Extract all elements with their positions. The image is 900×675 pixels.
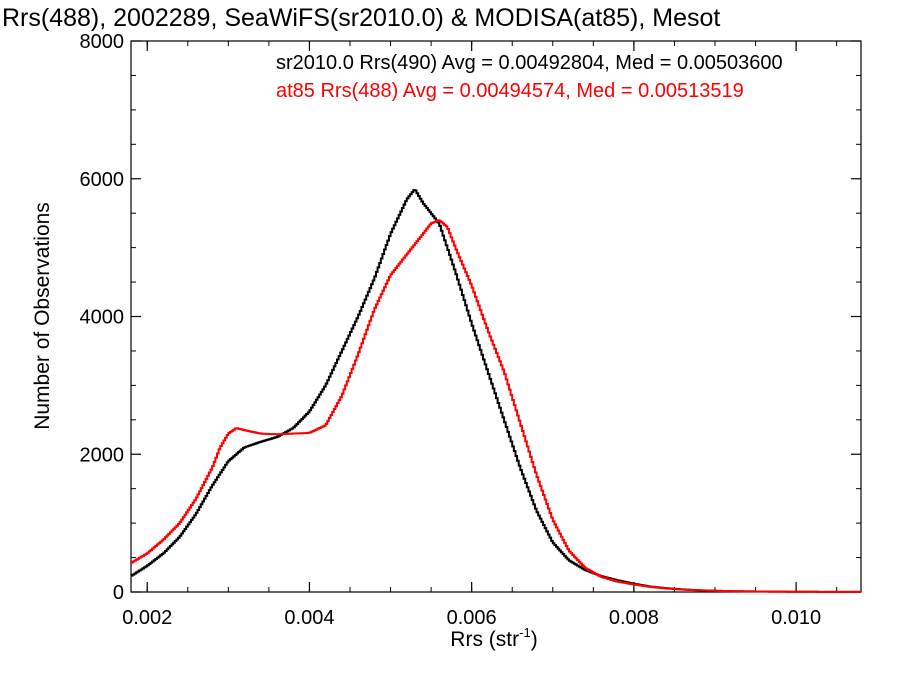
x-axis-title-close: ) — [531, 628, 538, 651]
y-tick-label: 0 — [113, 582, 124, 604]
legend: sr2010.0 Rrs(490) Avg = 0.00492804, Med … — [276, 52, 783, 102]
x-tick-label: 0.006 — [447, 607, 497, 629]
series-layer — [131, 189, 861, 593]
y-tick-label: 4000 — [80, 307, 125, 329]
legend-entry-at85: at85 Rrs(488) Avg = 0.00494574, Med = 0.… — [276, 80, 744, 102]
series-line-1 — [131, 219, 861, 593]
y-tick-label: 2000 — [80, 444, 125, 466]
x-axis-title-superscript: -1 — [519, 625, 531, 640]
x-tick-label: 0.008 — [609, 607, 659, 629]
series-line-0 — [131, 189, 861, 593]
x-tick-label: 0.004 — [284, 607, 334, 629]
y-axis-ticks: 0 2000 4000 6000 8000 — [80, 31, 861, 604]
x-axis-ticks: 0.002 0.004 0.006 0.008 0.010 — [122, 41, 838, 629]
y-tick-label: 8000 — [80, 31, 125, 53]
x-tick-label: 0.002 — [122, 607, 172, 629]
y-axis-title: Number of Observations — [31, 202, 54, 430]
legend-entry-sr2010: sr2010.0 Rrs(490) Avg = 0.00492804, Med … — [276, 52, 783, 74]
x-tick-label: 0.010 — [771, 607, 821, 629]
y-tick-label: 6000 — [80, 169, 125, 191]
chart-title: Rrs(488), 2002289, SeaWiFS(sr2010.0) & M… — [2, 4, 720, 32]
x-axis-title-text: Rrs (str — [450, 628, 519, 651]
x-axis-title: Rrs (str-1) — [450, 625, 537, 651]
plot-frame — [130, 40, 862, 593]
